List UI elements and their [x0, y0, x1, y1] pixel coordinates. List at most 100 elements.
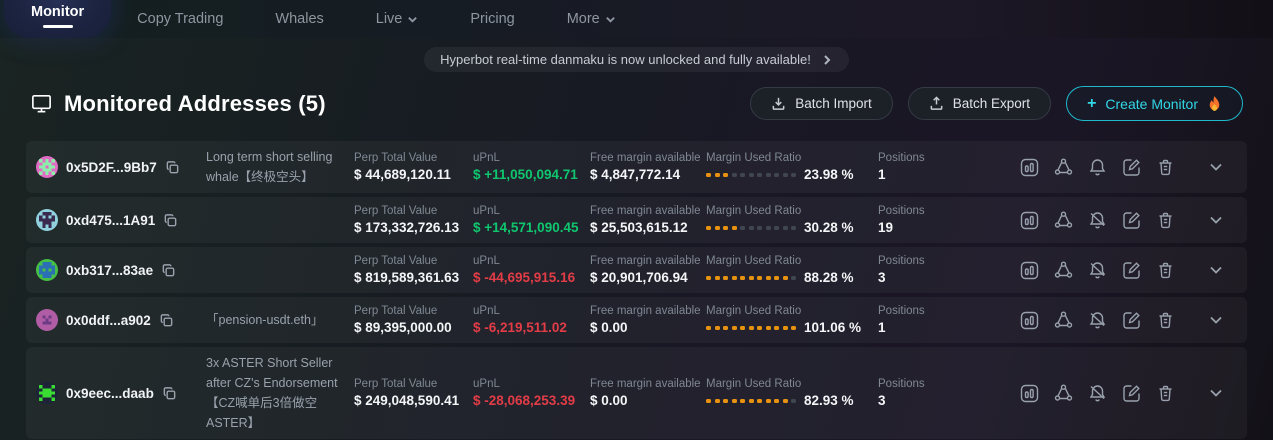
nav-item-monitor[interactable]: Monitor [4, 0, 112, 38]
ratio-dot [774, 225, 779, 230]
active-tab-underline [42, 25, 73, 28]
row-actions [954, 210, 1225, 231]
delete-trash-icon[interactable] [1155, 310, 1176, 331]
expand-row-chevron-icon[interactable] [1207, 158, 1225, 176]
delete-trash-icon[interactable] [1155, 210, 1176, 231]
address-note: 「pension-usdt.eth」 [206, 313, 324, 327]
ratio-dot [757, 325, 762, 330]
ratio-dot [791, 172, 796, 177]
copy-address-icon[interactable] [159, 313, 174, 328]
copy-address-icon[interactable] [165, 160, 180, 175]
create-monitor-button[interactable]: + Create Monitor [1066, 86, 1243, 121]
perp-total-value: $ 89,395,000.00 [354, 320, 452, 335]
ratio-dot [782, 275, 788, 280]
delete-trash-icon[interactable] [1155, 383, 1176, 404]
address[interactable]: 0x9eec...daab [66, 385, 154, 401]
ratio-dot [740, 325, 745, 330]
positions-label: Positions [878, 205, 925, 217]
ratio-dot [740, 275, 745, 280]
nav-item-whales[interactable]: Whales [275, 11, 323, 27]
stats-chart-icon[interactable] [1019, 260, 1040, 281]
edit-icon[interactable] [1121, 157, 1142, 178]
page-header: Monitored Addresses (5) Batch Import Bat… [30, 86, 1243, 121]
perp-total-value-cell: Perp Total Value $ 249,048,590.41 [354, 378, 473, 408]
chevron-down-icon [408, 16, 418, 23]
upnl-value: $ -28,068,253.39 [473, 393, 576, 408]
edit-icon[interactable] [1121, 260, 1142, 281]
ratio-dot [748, 275, 754, 280]
alert-bell-muted-icon[interactable] [1087, 310, 1108, 331]
alert-bell-muted-icon[interactable] [1087, 210, 1108, 231]
nav-item-live[interactable]: Live [376, 11, 419, 27]
address[interactable]: 0x0ddf...a902 [66, 312, 151, 328]
positions-label: Positions [878, 378, 925, 390]
nav-item-label: More [566, 11, 600, 27]
ratio-dot [740, 172, 745, 177]
nav-item-pricing[interactable]: Pricing [470, 11, 514, 27]
expand-row-chevron-icon[interactable] [1207, 384, 1225, 402]
expand-row-chevron-icon[interactable] [1207, 261, 1225, 279]
ratio-dot [757, 225, 762, 230]
address-note: Long term short selling whale【终极空头】 [206, 150, 333, 184]
upnl-cell: uPnL $ -6,219,511.02 [473, 305, 590, 335]
nav-item-label: Whales [275, 11, 324, 27]
copy-address-icon[interactable] [161, 263, 176, 278]
address[interactable]: 0x5D2F...9Bb7 [66, 159, 157, 175]
stats-chart-icon[interactable] [1019, 310, 1040, 331]
monitor-row: 0x9eec...daab 3x ASTER Short Seller afte… [26, 347, 1247, 439]
ratio-dot [723, 172, 728, 177]
copy-address-icon[interactable] [163, 213, 178, 228]
ratio-dot [731, 398, 737, 403]
stats-chart-icon[interactable] [1019, 383, 1040, 404]
copy-address-icon[interactable] [162, 386, 177, 401]
batch-import-button[interactable]: Batch Import [750, 87, 893, 120]
edit-icon[interactable] [1121, 210, 1142, 231]
margin-ratio-dots [706, 325, 796, 330]
margin-used-ratio-value: 82.93 % [804, 393, 854, 408]
stats-chart-icon[interactable] [1019, 210, 1040, 231]
address[interactable]: 0xb317...83ae [66, 262, 154, 278]
margin-used-ratio-value: 30.28 % [804, 220, 854, 235]
free-margin-cell: Free margin available $ 0.00 [590, 305, 706, 335]
alert-bell-icon[interactable] [1087, 157, 1108, 178]
edit-icon[interactable] [1121, 310, 1142, 331]
ratio-dot [757, 172, 762, 177]
alert-bell-muted-icon[interactable] [1087, 383, 1108, 404]
address[interactable]: 0xd475...1A91 [66, 212, 156, 228]
network-share-icon[interactable] [1053, 157, 1074, 178]
nav-item-more[interactable]: More [567, 11, 616, 27]
margin-used-ratio-value: 101.06 % [804, 320, 862, 335]
free-margin-label: Free margin available [590, 152, 701, 164]
margin-used-ratio-label: Margin Used Ratio [706, 152, 802, 164]
ratio-dot [765, 275, 771, 280]
expand-row-chevron-icon[interactable] [1207, 211, 1225, 229]
delete-trash-icon[interactable] [1155, 260, 1176, 281]
delete-trash-icon[interactable] [1155, 157, 1176, 178]
network-share-icon[interactable] [1053, 260, 1074, 281]
positions-label: Positions [878, 305, 925, 317]
avatar [36, 156, 58, 178]
expand-row-chevron-icon[interactable] [1207, 311, 1225, 329]
alert-bell-muted-icon[interactable] [1087, 260, 1108, 281]
network-share-icon[interactable] [1053, 383, 1074, 404]
upnl-cell: uPnL $ +11,050,094.71 [473, 152, 590, 182]
ratio-dot [748, 325, 754, 330]
network-share-icon[interactable] [1053, 210, 1074, 231]
ratio-dot [706, 275, 711, 280]
ratio-dot [782, 225, 788, 230]
nav-item-copy-trading[interactable]: Copy Trading [137, 11, 223, 27]
stats-chart-icon[interactable] [1019, 157, 1040, 178]
ratio-dot [723, 398, 728, 403]
ratio-dot [791, 398, 796, 403]
batch-export-button[interactable]: Batch Export [907, 87, 1052, 120]
announcement-banner[interactable]: Hyperbot real-time danmaku is now unlock… [424, 47, 849, 72]
address-cell: 0x0ddf...a902 [36, 309, 206, 331]
free-margin-label: Free margin available [590, 378, 701, 390]
network-share-icon[interactable] [1053, 310, 1074, 331]
ratio-dot [731, 325, 737, 330]
perp-total-value-cell: Perp Total Value $ 89,395,000.00 [354, 305, 473, 335]
edit-icon[interactable] [1121, 383, 1142, 404]
avatar [36, 309, 58, 331]
avatar [36, 209, 58, 231]
perp-total-value: $ 819,589,361.63 [354, 270, 460, 285]
